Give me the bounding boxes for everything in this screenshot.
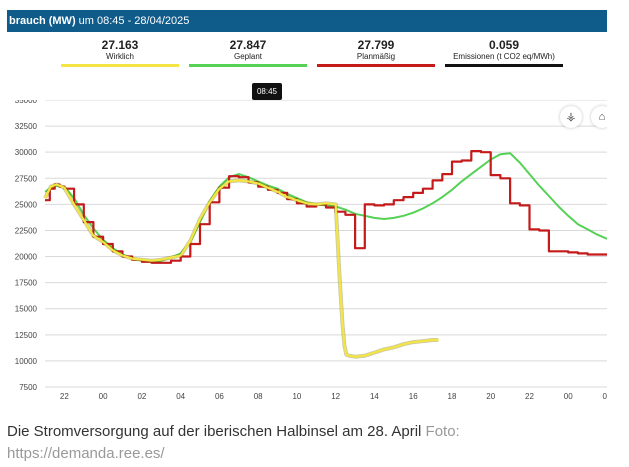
legend-swatch xyxy=(189,64,307,67)
wind-turbine-icon[interactable]: ⚶ xyxy=(560,106,582,128)
legend-swatch xyxy=(317,64,435,67)
y-tick-label: 27500 xyxy=(15,174,38,183)
y-tick-label: 20000 xyxy=(15,253,38,262)
x-tick-label: 00 xyxy=(99,392,108,401)
legend-value: 27.847 xyxy=(229,38,267,52)
legend-item-emissionen[interactable]: 0.059 Emissionen (t CO2 eq/MWh) xyxy=(445,38,563,67)
chart-title-bar: brauch (MW) um 08:45 - 28/04/2025 xyxy=(7,10,607,32)
y-tick-label: 30000 xyxy=(15,148,38,157)
legend-value: 27.799 xyxy=(357,38,395,52)
caption-source-link[interactable]: https://demanda.ree.es/ xyxy=(7,445,165,462)
x-tick-label: 06 xyxy=(215,392,224,401)
legend-value: 0.059 xyxy=(488,38,520,52)
caption-text: Die Stromversorgung auf der iberischen H… xyxy=(7,423,426,440)
y-tick-label: 12500 xyxy=(15,331,38,340)
x-tick-label: 14 xyxy=(370,392,379,401)
legend-swatch xyxy=(445,64,563,67)
y-tick-label: 25000 xyxy=(15,200,38,209)
x-tick-label: 22 xyxy=(60,392,69,401)
legend-label: Wirklich xyxy=(106,52,134,61)
line-chart[interactable]: 7500 10000 12500 15000 17500 20000 22500 25000 2… xyxy=(7,100,607,408)
series-line-planmaeßig xyxy=(45,150,607,264)
y-tick-label: 32500 xyxy=(15,122,38,131)
series-line-wirklich-shadow xyxy=(43,178,439,359)
x-tick-label: 02 xyxy=(603,392,607,401)
legend-label: Geplant xyxy=(233,52,263,61)
legend-item-wirklich[interactable]: 27.163 Wirklich xyxy=(61,38,179,67)
x-tick-label: 12 xyxy=(331,392,340,401)
x-tick-label: 16 xyxy=(409,392,418,401)
series-line-wirklich xyxy=(44,179,439,358)
chart-title-bold: brauch (MW) xyxy=(9,15,76,27)
legend-item-geplant[interactable]: 27.847 Geplant xyxy=(189,38,307,67)
x-tick-label: 20 xyxy=(486,392,495,401)
x-tick-label: 10 xyxy=(292,392,301,401)
x-tick-label: 18 xyxy=(448,392,457,401)
time-tooltip: 08:45 xyxy=(252,83,282,100)
legend-label: Emissionen (t CO2 eq/MWh) xyxy=(453,52,555,61)
factory-icon[interactable]: ⌂ xyxy=(591,106,607,128)
x-tick-label: 04 xyxy=(176,392,185,401)
legend-label: Planmäßig xyxy=(356,52,396,61)
legend-swatch xyxy=(61,64,179,67)
y-tick-label: 10000 xyxy=(15,357,38,366)
chart-widget: brauch (MW) um 08:45 - 28/04/2025 27.163… xyxy=(7,10,607,408)
y-tick-label: 17500 xyxy=(15,279,38,288)
x-tick-label: 02 xyxy=(137,392,146,401)
caption-source-label: Foto: xyxy=(425,423,460,440)
x-tick-label: 00 xyxy=(564,392,573,401)
image-caption: Die Stromversorgung auf der iberischen H… xyxy=(7,421,622,465)
x-tick-label: 22 xyxy=(525,392,534,401)
y-tick-label: 7500 xyxy=(19,383,37,392)
x-tick-label: 08 xyxy=(254,392,263,401)
y-tick-label: 35000 xyxy=(15,100,38,105)
y-tick-label: 15000 xyxy=(15,305,38,314)
chart-title-time: um 08:45 - 28/04/2025 xyxy=(75,15,190,27)
y-tick-label: 22500 xyxy=(15,226,38,235)
legend-item-planmaessig[interactable]: 27.799 Planmäßig xyxy=(317,38,435,67)
legend-value: 27.163 xyxy=(101,38,139,52)
